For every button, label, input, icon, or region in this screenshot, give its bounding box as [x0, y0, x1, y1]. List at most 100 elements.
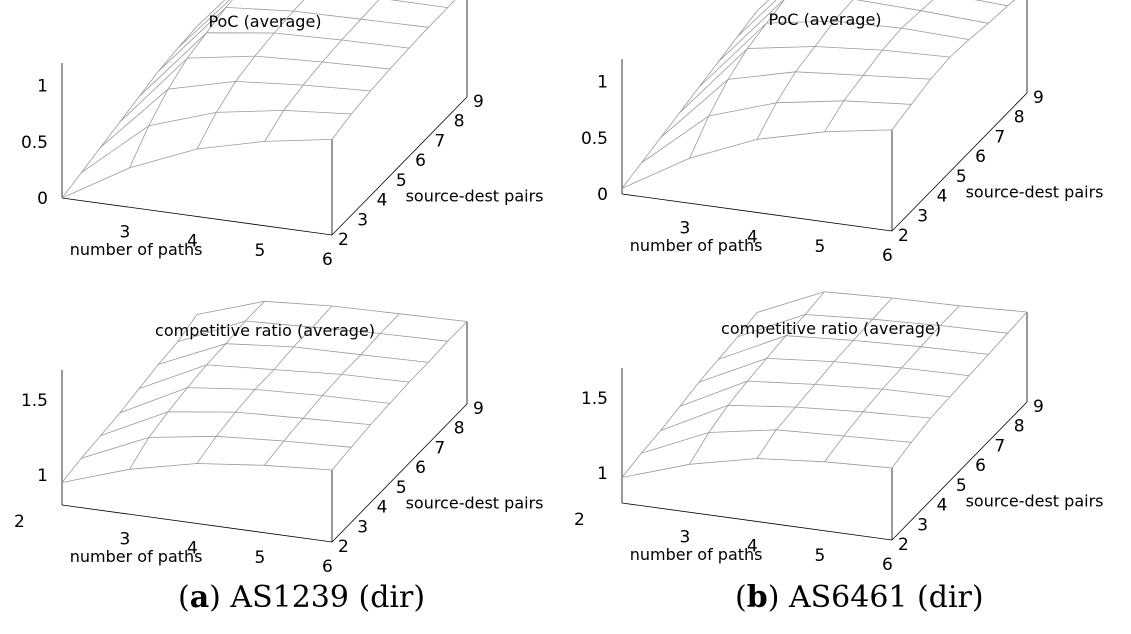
surface-line-y6: [138, 32, 410, 97]
x-tick-label: 4: [187, 232, 198, 252]
y-tick-label: 7: [434, 438, 445, 458]
surface-line-y7: [158, 343, 429, 365]
surface-line-x4: [196, 0, 305, 150]
y-tick-label: 8: [454, 419, 465, 439]
surface-line-y3: [81, 109, 352, 174]
y-tick-label: 3: [357, 517, 368, 537]
surface-line-y4: [100, 411, 371, 436]
z-tick-label: 0: [37, 189, 48, 209]
surface-line-y2: [621, 458, 893, 478]
y-tick-label: 9: [473, 92, 484, 112]
x-tick-label: 4: [187, 539, 198, 559]
surface-line-x3: [689, 291, 825, 465]
surface-line-y3: [81, 435, 352, 459]
surface-line-y8: [737, 314, 1008, 338]
y-tick-label: 4: [377, 191, 388, 211]
x-axis-label: number of paths: [70, 547, 203, 566]
surface-line-y4: [100, 80, 371, 148]
x-tick-label: 3: [120, 529, 131, 549]
x-tick-label: 6: [322, 250, 333, 270]
y-tick-label: 3: [357, 210, 368, 230]
x-axis-label: number of paths: [70, 240, 203, 259]
surface-line-y5: [679, 46, 950, 113]
x-tick-label: 4: [747, 537, 758, 557]
surface-line-y6: [698, 20, 970, 88]
y-tick-label: 5: [956, 167, 967, 187]
surface-line-x4: [196, 305, 333, 464]
chart-competitive-ratio-as6461: competitive ratio (average)11.523 4 5 6numb…: [574, 291, 1104, 575]
caption-b: (b) AS6461 (dir): [735, 580, 984, 615]
y-axis-label: source-dest pairs: [966, 492, 1104, 511]
surface-line-x6: [331, 0, 456, 140]
y-tick-label: 7: [434, 131, 445, 151]
surface-line-y5: [679, 380, 950, 407]
z-tick-label: 1: [37, 77, 48, 97]
z-tick-label: 1: [597, 464, 608, 484]
y-tick-label: 5: [396, 171, 407, 191]
x-tick-label: 5: [255, 241, 266, 261]
surface-line-y7: [158, 6, 429, 72]
surface-line-y3: [641, 100, 912, 164]
y-tick-label: 8: [454, 112, 465, 132]
x-axis-label: number of paths: [630, 236, 763, 255]
chart-competitive-ratio-as1239: competitive ratio (average)11.523 4 5 6numb…: [14, 300, 544, 577]
y-tick-label: 6: [415, 458, 426, 478]
y-tick-label: 2: [338, 537, 349, 557]
y-tick-label: 6: [975, 147, 986, 167]
y-tick-label: 2: [898, 535, 909, 555]
surface-line-y8: [177, 0, 448, 49]
caption-a-letter: a: [190, 580, 209, 615]
z-tick-label: 1.5: [21, 391, 48, 411]
y-tick-label: 3: [917, 515, 928, 535]
x-tick-label: 6: [882, 246, 893, 266]
surface-line-y9: [196, 300, 468, 322]
y-tick-label: 4: [937, 496, 948, 516]
z-tick-label: 0: [597, 185, 608, 205]
z-tick-label: 1: [597, 73, 608, 93]
x-tick-label: 2: [14, 512, 25, 532]
surface-line-x4: [756, 0, 854, 140]
y-tick-label: 9: [1033, 397, 1044, 417]
y-tick-label: 5: [396, 478, 407, 498]
surface-line-x3: [129, 0, 233, 169]
surface-line-y7: [718, 0, 989, 62]
surface-line-x6: [891, 311, 1028, 469]
caption-a: (a) AS1239 (dir): [178, 580, 425, 615]
y-tick-label: 8: [1014, 108, 1025, 128]
y-tick-label: 3: [917, 206, 928, 226]
x-tick-label: 5: [255, 548, 266, 568]
z-tick-label: 1.5: [581, 389, 608, 409]
surface-line-y2: [61, 139, 333, 199]
surface-line-x2: [621, 312, 758, 478]
surface-line-x3: [689, 0, 785, 159]
surface-line-x2: [621, 10, 758, 189]
base-frame: [621, 92, 1028, 232]
y-tick-label: 7: [994, 127, 1005, 147]
x-tick-label: 5: [815, 237, 826, 257]
z-tick-label: 1: [37, 466, 48, 486]
y-tick-label: 8: [1014, 417, 1025, 437]
y-axis-label: source-dest pairs: [406, 494, 544, 513]
surface-line-x5: [264, 313, 400, 466]
caption-a-text: ) AS1239 (dir): [209, 580, 425, 615]
surface-line-y6: [138, 364, 410, 389]
y-tick-label: 9: [473, 399, 484, 419]
base-frame: [61, 403, 468, 543]
surface-line-y8: [177, 320, 448, 343]
x-tick-label: 6: [882, 555, 893, 575]
y-tick-label: 2: [338, 230, 349, 250]
x-tick-label: 2: [574, 510, 585, 530]
surface-line-y2: [61, 463, 333, 483]
z-tick-label: 0.5: [581, 129, 608, 149]
y-axis-label: source-dest pairs: [406, 187, 544, 206]
y-tick-label: 2: [898, 226, 909, 246]
y-tick-label: 6: [975, 456, 986, 476]
surface-line-y3: [641, 429, 912, 454]
y-tick-label: 4: [937, 187, 948, 207]
x-tick-label: 4: [747, 228, 758, 248]
x-tick-label: 5: [815, 546, 826, 566]
caption-b-text: ) AS6461 (dir): [768, 580, 984, 615]
